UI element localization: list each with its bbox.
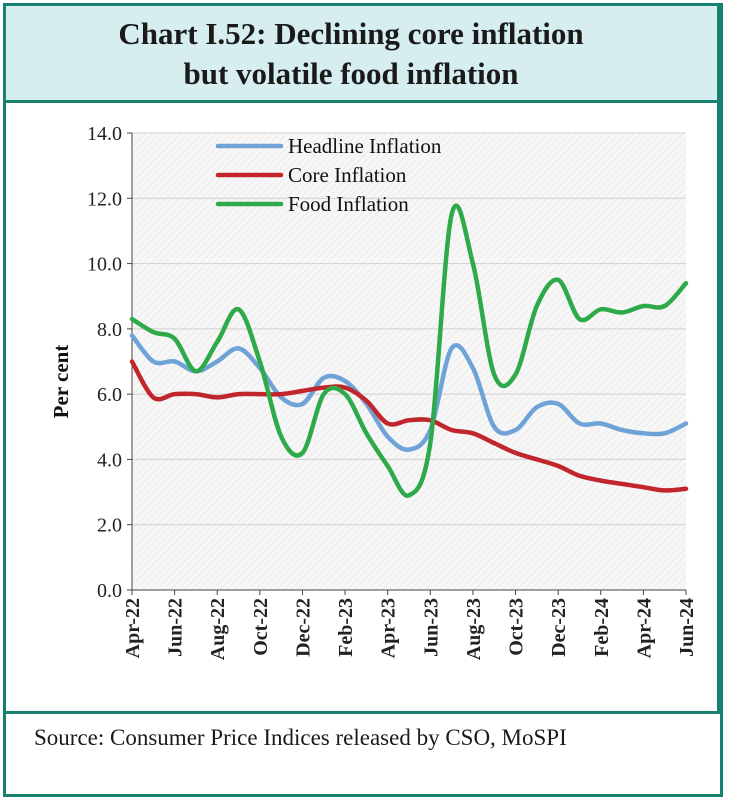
x-tick-label: Feb-23 [335,598,357,657]
x-tick-label: Oct-22 [250,598,272,656]
source-box: Source: Consumer Price Indices released … [6,711,720,794]
title-box: Chart I.52: Declining core inflation but… [6,6,720,103]
series-line-core [129,359,689,493]
x-tick-label: Apr-23 [378,598,400,658]
legend-label-core: Core Inflation [288,163,407,187]
series-line-food [129,203,689,498]
y-tick-label: 6.0 [97,384,122,406]
y-tick-label: 8.0 [97,319,122,341]
x-tick-label: Jun-22 [165,598,187,657]
chart-frame: Chart I.52: Declining core inflation but… [3,3,723,797]
source-note: Source: Consumer Price Indices released … [34,725,567,750]
chart-area: 0.0 2.0 4.0 6.0 8.0 10.0 12.0 14.0 Apr-22 Jun-22 A… [6,103,720,711]
x-tick-label: Apr-22 [122,598,144,658]
line-chart: 0.0 2.0 4.0 6.0 8.0 10.0 12.0 14.0 Apr-22 Jun-22 A… [49,123,698,660]
x-tick-label: Jun-24 [676,598,698,657]
y-tick-label: 10.0 [87,254,122,276]
x-tick-label: Feb-24 [591,598,613,657]
chart-title-line1: Chart I.52: Declining core inflation [118,16,584,51]
x-tick-label: Apr-24 [633,598,655,658]
legend-label-headline: Headline Inflation [288,134,442,158]
x-tick-label: Dec-22 [292,598,314,657]
x-tick-label: Oct-23 [506,598,528,656]
title-right-divider [717,6,720,100]
series-line-headline [129,333,689,452]
x-tick-label: Dec-23 [548,598,570,657]
x-tick-label: Aug-22 [207,598,229,660]
legend-label-food: Food Inflation [288,192,409,216]
y-tick-label: 2.0 [97,515,122,537]
chart-right-divider [717,103,720,711]
x-tick-label: Jun-23 [420,598,442,657]
plot-hatch [132,133,686,590]
y-tick-label: 4.0 [97,449,122,471]
chart-title-line2: but volatile food inflation [183,56,519,91]
chart-title: Chart I.52: Declining core inflation but… [6,14,696,94]
y-tick-label: 12.0 [87,188,122,210]
y-axis-title: Per cent [49,345,73,419]
y-tick-label: 14.0 [87,123,122,145]
y-tick-label: 0.0 [97,580,122,602]
x-tick-label: Aug-23 [463,598,485,660]
